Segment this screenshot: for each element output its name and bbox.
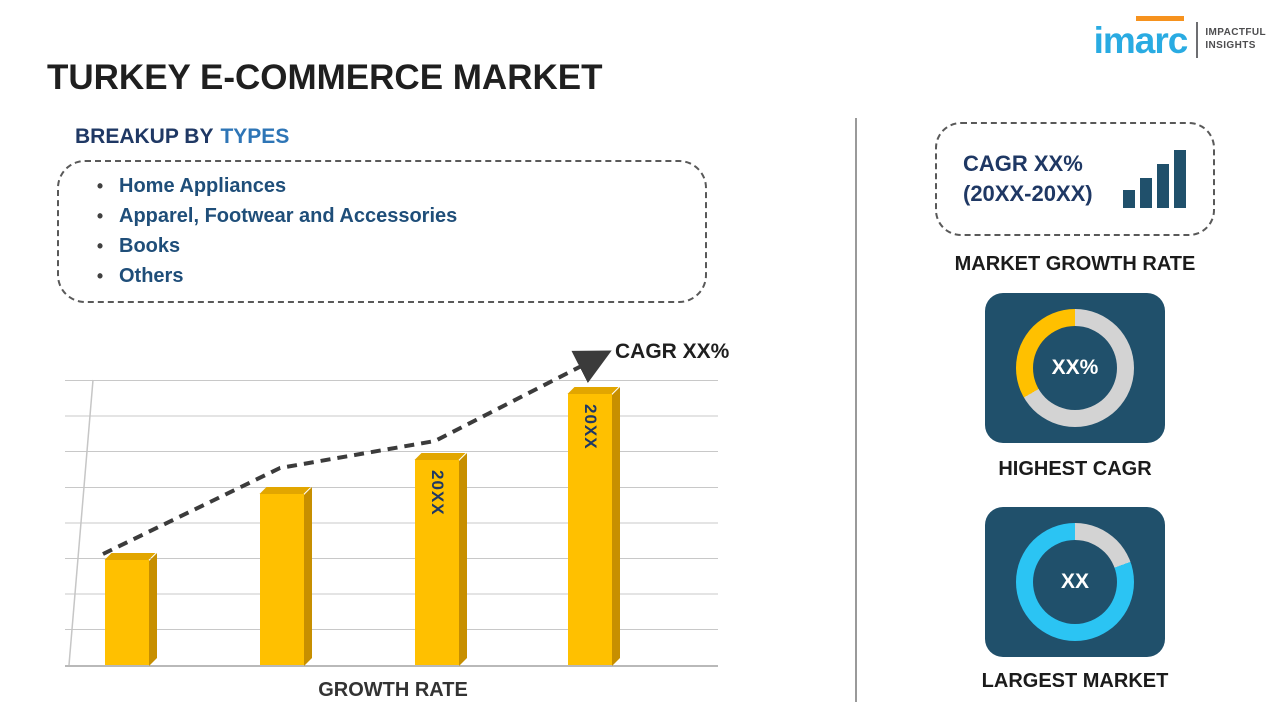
growth-box-text: CAGR XX% (20XX-20XX) <box>963 149 1093 208</box>
breakup-heading: BREAKUP BY TYPES <box>75 125 289 149</box>
largest-market-card: XX <box>985 507 1165 657</box>
bar-chart-icon-bar <box>1156 163 1170 209</box>
growth-box-line2: (20XX-20XX) <box>963 181 1093 206</box>
bar-3-label: 20XX <box>428 470 447 516</box>
growth-bar-chart: 20XX 20XX CAGR XX% <box>65 338 729 668</box>
x-axis-label: GROWTH RATE <box>318 679 468 701</box>
highest-cagr-value: XX% <box>1051 356 1099 379</box>
bar-1 <box>105 560 149 665</box>
list-item-label: Others <box>119 265 184 287</box>
bar-chart-icon <box>1122 149 1187 209</box>
bar-3: 20XX <box>415 460 459 665</box>
bullet-icon: • <box>96 236 104 256</box>
breakup-heading-highlight: TYPES <box>220 125 290 148</box>
growth-box-line1: CAGR XX% <box>963 151 1083 177</box>
bar-chart-icon-bar <box>1122 189 1136 209</box>
cagr-annotation: CAGR XX% <box>615 340 730 363</box>
donut-hole <box>1033 326 1117 410</box>
logo-separator <box>1196 21 1199 58</box>
list-item: • Home Appliances <box>81 175 705 205</box>
list-item-label: Home Appliances <box>119 175 287 197</box>
list-item-label: Books <box>119 235 181 257</box>
largest-market-label: LARGEST MARKET <box>981 670 1169 692</box>
vertical-divider <box>855 118 857 702</box>
largest-market-donut: XX <box>1016 523 1134 641</box>
logo-accent-bar <box>1135 16 1184 21</box>
list-item-label: Apparel, Footwear and Accessories <box>119 205 458 227</box>
page-title: TURKEY E-COMMERCE MARKET <box>47 58 603 97</box>
list-item: • Apparel, Footwear and Accessories <box>81 205 705 235</box>
bar-chart-icon-bar <box>1139 177 1153 209</box>
logo-brand: imarc <box>1094 14 1188 59</box>
bar-2 <box>260 494 304 665</box>
bar-4: 20XX <box>568 394 612 665</box>
largest-market-value: XX <box>1060 570 1089 593</box>
types-list-box: • Home Appliances • Apparel, Footwear an… <box>57 160 707 303</box>
list-item: • Others <box>81 265 705 295</box>
market-growth-rate-box: CAGR XX% (20XX-20XX) <box>935 122 1215 236</box>
logo-tagline-line1: IMPACTFUL <box>1205 27 1266 38</box>
highest-cagr-donut: XX% <box>1016 309 1134 427</box>
logo-brand-text: imarc <box>1093 20 1189 61</box>
market-growth-rate-label: MARKET GROWTH RATE <box>954 253 1196 275</box>
breakup-heading-prefix: BREAKUP BY <box>75 125 214 148</box>
bullet-icon: • <box>96 176 104 196</box>
bar-4-label: 20XX <box>581 404 600 450</box>
logo-tagline-line2: INSIGHTS <box>1205 39 1256 51</box>
bar-chart-icon-bar <box>1173 149 1187 209</box>
highest-cagr-label: HIGHEST CAGR <box>998 458 1152 480</box>
bullet-icon: • <box>96 266 104 286</box>
bullet-icon: • <box>96 206 104 226</box>
chart-gridlines <box>65 380 718 667</box>
imarc-logo: imarc IMPACTFUL INSIGHTS <box>1094 14 1266 59</box>
logo-tagline: IMPACTFUL INSIGHTS <box>1205 27 1266 52</box>
list-item: • Books <box>81 235 705 265</box>
donut-hole <box>1033 540 1117 624</box>
highest-cagr-card: XX% <box>985 293 1165 443</box>
